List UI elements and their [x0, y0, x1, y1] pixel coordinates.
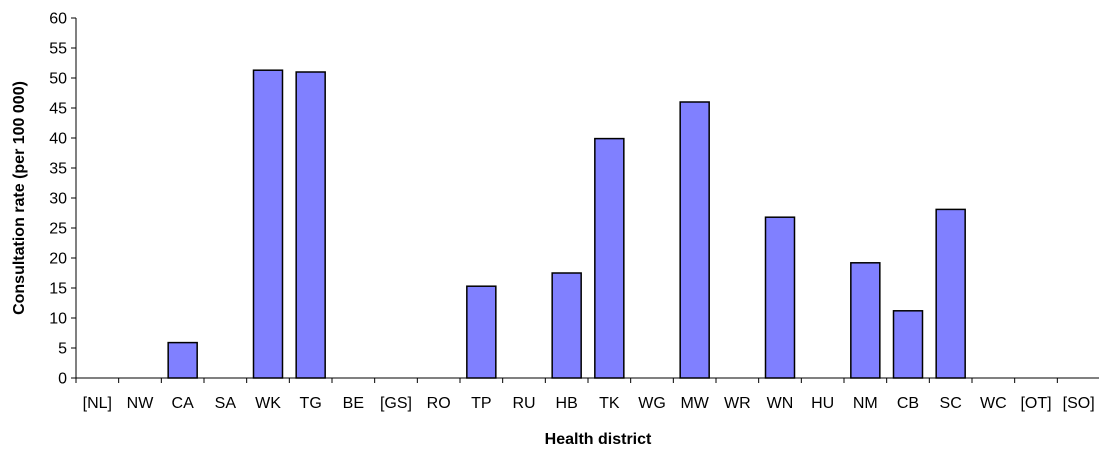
x-tick-label: BE	[343, 395, 364, 412]
x-tick-label: HU	[811, 395, 834, 412]
bar-sc	[935, 208, 966, 379]
y-tick-label: 45	[49, 101, 67, 118]
x-tick-label: [GS]	[380, 395, 412, 412]
x-tick-label: CA	[172, 395, 195, 412]
x-tick-label: CB	[897, 395, 919, 412]
bar-ca	[167, 341, 198, 379]
bar-tk	[594, 137, 625, 379]
bar-hb	[551, 272, 582, 379]
bars-group	[167, 69, 966, 379]
y-tick-label: 50	[49, 71, 67, 88]
bar-cb	[892, 310, 924, 379]
y-axis-title: Consultation rate (per 100 000)	[11, 81, 28, 315]
bar-tp	[466, 285, 497, 379]
x-tick-label: SA	[215, 395, 237, 412]
y-tick-label: 25	[49, 221, 67, 238]
x-tick-label: [OT]	[1020, 395, 1051, 412]
y-tick-label: 55	[49, 41, 67, 58]
x-tick-label: WR	[724, 395, 751, 412]
x-tick-label: WN	[767, 395, 794, 412]
y-tick-label: 35	[49, 161, 67, 178]
x-tick-label: NW	[127, 395, 155, 412]
y-tick-label: 20	[49, 251, 67, 268]
y-axis-ticks: 0 5 10 15 20 25 30 35 40 45 50 55 60	[49, 11, 76, 388]
x-tick-label: WG	[638, 395, 666, 412]
x-tick-label: HB	[556, 395, 578, 412]
x-tick-label: MW	[680, 395, 709, 412]
y-tick-label: 40	[49, 131, 67, 148]
y-tick-label: 0	[58, 371, 67, 388]
bar-tg	[295, 71, 326, 379]
x-tick-label: [NL]	[83, 395, 112, 412]
y-tick-label: 10	[49, 311, 67, 328]
x-tick-label: WK	[255, 395, 281, 412]
y-tick-label: 15	[49, 281, 67, 298]
bar-wn	[764, 216, 796, 379]
x-axis-title: Health district	[545, 431, 652, 448]
bar-mw	[679, 101, 710, 379]
x-tick-label: SC	[940, 395, 962, 412]
x-tick-label: WC	[980, 395, 1007, 412]
y-tick-label: 60	[49, 11, 67, 28]
x-tick-label: RU	[512, 395, 535, 412]
bar-nm	[850, 262, 881, 379]
x-tick-label: TP	[471, 395, 491, 412]
x-tick-label: NM	[853, 395, 878, 412]
y-tick-label: 30	[49, 191, 67, 208]
bar-wk	[252, 69, 284, 379]
x-axis-ticks: [NL] NW CA SA WK TG BE [GS] RO TP RU HB TK WG MW WR WN HU…	[75, 378, 1095, 412]
x-tick-label: [SO]	[1063, 395, 1095, 412]
x-tick-label: RO	[427, 395, 451, 412]
x-tick-label: TG	[300, 395, 322, 412]
y-tick-label: 5	[58, 341, 67, 358]
x-tick-label: TK	[599, 395, 620, 412]
